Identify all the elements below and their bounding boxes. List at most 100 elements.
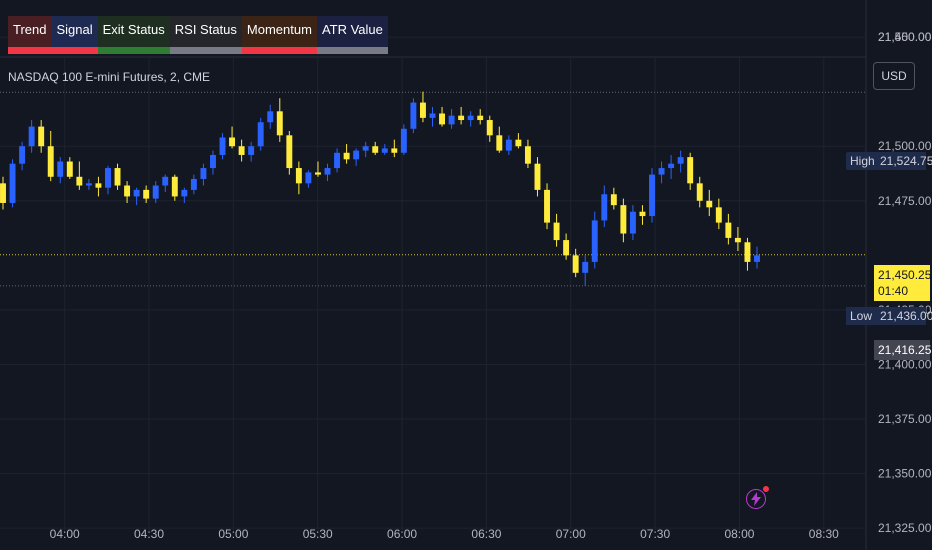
candlestick-series: [0, 91, 760, 286]
candle-body: [381, 148, 388, 153]
candle-body: [458, 115, 465, 121]
candle-body: [276, 111, 283, 136]
candle-body: [524, 146, 531, 164]
y-tick-label: 21,550.00: [878, 30, 932, 44]
candle-body: [76, 176, 83, 186]
candle-body: [486, 120, 493, 136]
candle-body: [315, 172, 321, 175]
candle-body: [553, 222, 560, 241]
candle-body: [0, 183, 6, 203]
y-tick-label: 21,400.00: [878, 357, 932, 371]
status-cell-indicator: [241, 47, 317, 54]
candle-body: [324, 168, 331, 175]
candle-body: [57, 161, 64, 177]
candle-body: [105, 168, 111, 188]
candle-body: [28, 126, 35, 147]
candle-body: [725, 222, 732, 238]
current-price-tag: 21,450.25 01:40: [874, 265, 932, 301]
x-tick-label: 05:30: [303, 527, 333, 541]
status-cell-label: Trend: [13, 22, 47, 37]
status-cell: Momentum: [241, 16, 317, 54]
status-cell-indicator: [8, 47, 52, 54]
x-tick-label: 07:30: [640, 527, 670, 541]
candle-body: [572, 255, 579, 273]
bolt-alert-icon[interactable]: [746, 486, 769, 509]
candle-body: [658, 168, 665, 175]
status-cell-label: Signal: [56, 22, 93, 37]
currency-button[interactable]: USD: [873, 62, 915, 90]
candle-body: [410, 102, 417, 129]
candle-body: [582, 261, 589, 273]
time-axis: 04:00 04:30 05:00 05:30 06:00 06:30 07:00 07:30…: [50, 527, 840, 541]
status-cell-indicator: [169, 47, 242, 54]
candle-body: [19, 146, 26, 164]
status-cell-indicator: [97, 47, 170, 54]
current-price: 21,450.25: [878, 268, 932, 282]
candle-body: [515, 139, 522, 147]
candle-body: [400, 128, 407, 153]
candle-body: [687, 157, 694, 184]
candle-body: [257, 122, 264, 147]
candle-body: [639, 211, 646, 217]
candle-body: [391, 148, 398, 153]
candle-body: [754, 255, 760, 262]
status-cell-indicator: [316, 47, 388, 54]
candle-body: [152, 185, 159, 199]
candle-body: [649, 174, 655, 217]
x-tick-label: 06:30: [471, 527, 501, 541]
candle-body: [744, 242, 751, 262]
status-cell-indicator: [51, 47, 98, 54]
status-cell-label: ATR Value: [321, 22, 383, 37]
candle-body: [295, 168, 302, 184]
candle-body: [563, 240, 570, 256]
status-cell: Trend: [8, 16, 52, 54]
candle-body: [362, 146, 369, 151]
y-tick-label: 21,325.00: [878, 521, 932, 535]
candle-body: [334, 152, 341, 169]
candle-body: [448, 115, 455, 125]
candle-body: [95, 183, 102, 188]
candle-body: [591, 220, 598, 262]
candle-body: [467, 115, 474, 121]
candle-body: [210, 154, 216, 169]
x-tick-label: 04:00: [50, 527, 80, 541]
status-cell-label: RSI Status: [174, 22, 237, 37]
candle-body: [238, 146, 245, 155]
candle-body: [305, 172, 312, 184]
status-cell: Exit Status: [97, 16, 170, 54]
candle-body: [734, 237, 741, 243]
x-tick-label: 08:00: [724, 527, 754, 541]
candle-body: [706, 200, 713, 208]
prev-close-tag: 21,416.25: [874, 340, 931, 360]
candle-body: [85, 183, 92, 186]
candle-body: [677, 157, 684, 164]
low-value: 21,436.00: [876, 307, 932, 325]
candle-body: [477, 115, 484, 121]
high-label: High: [846, 152, 879, 170]
candle-body: [668, 163, 675, 169]
candle-body: [496, 135, 503, 151]
bar-countdown: 01:40: [878, 284, 909, 298]
candle-body: [629, 211, 636, 234]
chart-grid: [0, 0, 867, 550]
candle-body: [66, 161, 73, 177]
candle-body: [286, 135, 293, 169]
price-axis: 21,400.0021,550.0021,500.0021,475.0021,4…: [878, 30, 932, 535]
candle-body: [229, 137, 236, 147]
candle-body: [715, 207, 722, 223]
candle-body: [124, 185, 131, 197]
high-value: 21,524.75: [876, 152, 932, 170]
y-tick-label: 21,500.00: [878, 139, 932, 153]
candle-body: [47, 146, 54, 177]
status-cell: Signal: [51, 16, 98, 54]
candle-body: [114, 168, 121, 186]
status-cell-label: Momentum: [246, 22, 312, 37]
x-tick-label: 04:30: [134, 527, 164, 541]
candle-body: [200, 168, 207, 179]
candle-body: [267, 111, 274, 123]
instrument-title: NASDAQ 100 E-mini Futures, 2, CME: [8, 70, 211, 84]
y-tick-label: 21,375.00: [878, 412, 932, 426]
candle-body: [372, 146, 379, 153]
candle-body: [419, 102, 426, 118]
